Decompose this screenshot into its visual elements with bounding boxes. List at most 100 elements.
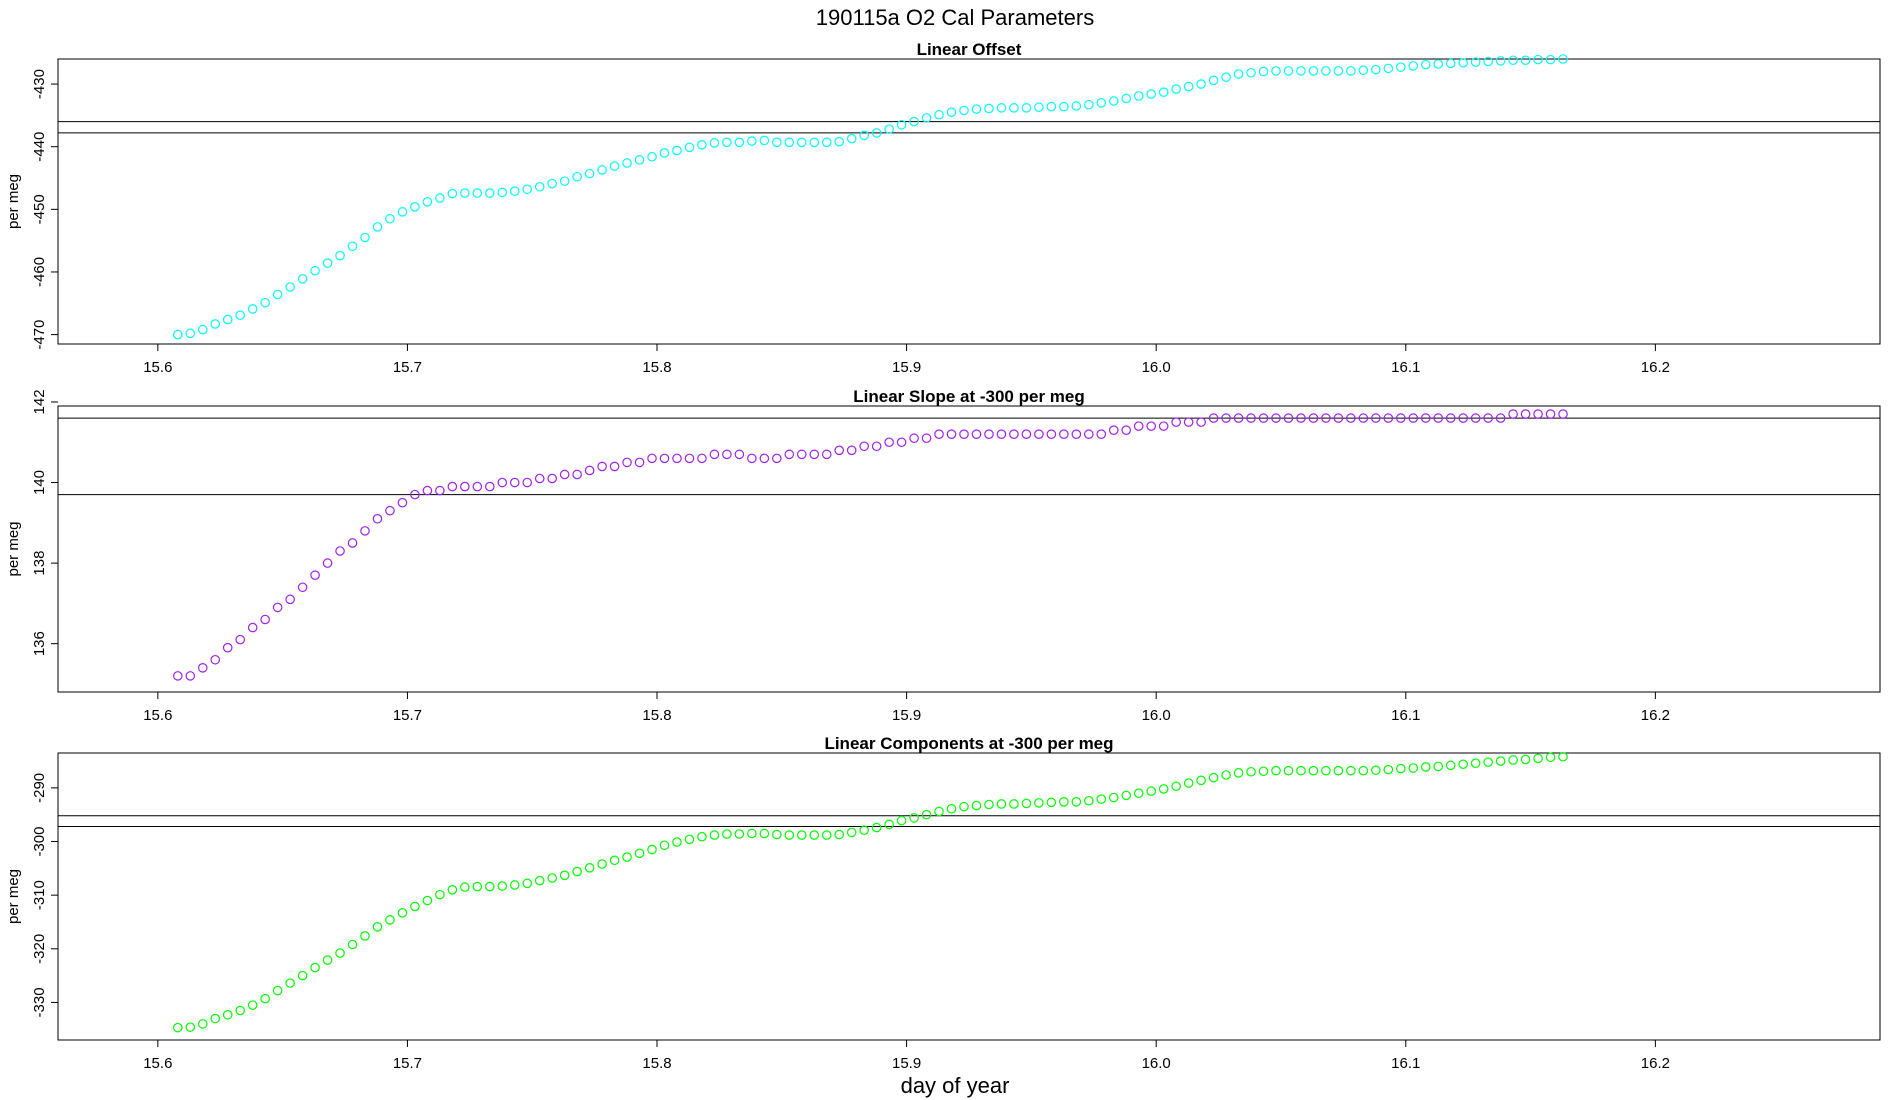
linear-slope-data-point: [1258, 413, 1269, 423]
linear-slope-data-point: [509, 477, 520, 488]
linear-offset-data-point: [934, 109, 944, 120]
linear-slope-data-point: [572, 469, 582, 480]
linear-components-y-tick-label: -310: [31, 880, 48, 910]
linear-slope-data-point: [1009, 429, 1019, 439]
linear-components-data-point: [460, 882, 470, 892]
linear-components-data-point: [322, 955, 333, 965]
linear-components-data-point: [1520, 754, 1531, 765]
linear-slope-data-point: [1246, 413, 1256, 423]
linear-slope-data-point: [173, 671, 183, 681]
linear-offset-data-point: [597, 165, 607, 175]
linear-components-data-point: [1221, 770, 1231, 780]
linear-slope-data-point: [297, 582, 308, 593]
linear-offset-data-point: [1545, 54, 1556, 65]
linear-slope-data-point: [197, 663, 208, 673]
linear-components-data-point: [1395, 763, 1406, 774]
linear-offset-data-point: [1208, 75, 1219, 86]
linear-components-data-point: [435, 889, 445, 900]
linear-slope-data-point: [597, 461, 607, 472]
linear-slope-data-point: [435, 485, 445, 496]
linear-slope-x-tick-label: 15.6: [143, 707, 172, 724]
linear-offset-data-point: [572, 171, 582, 182]
linear-offset-data-point: [1133, 91, 1144, 101]
linear-offset-data-point: [547, 178, 557, 189]
linear-offset-data-point: [1371, 64, 1381, 75]
linear-slope-data-point: [1208, 413, 1219, 423]
linear-offset-data-point: [1158, 87, 1169, 97]
linear-slope-data-point: [1296, 413, 1306, 423]
linear-offset-data-point: [809, 137, 820, 148]
linear-slope-data-point: [971, 429, 982, 439]
linear-components-data-point: [647, 844, 657, 855]
linear-components-data-point: [1346, 765, 1356, 776]
linear-slope-data-point: [909, 433, 919, 444]
linear-offset-data-point: [1059, 101, 1069, 112]
linear-offset-panel-title: Linear Offset: [917, 40, 1022, 59]
linear-slope-data-point: [559, 469, 570, 480]
linear-slope-y-tick-label: 140: [31, 470, 48, 495]
linear-components-data-point: [1071, 797, 1082, 807]
linear-slope-data-point: [1283, 413, 1294, 423]
linear-slope-data-point: [360, 526, 370, 536]
linear-offset-data-point: [647, 151, 657, 162]
linear-components-data-point: [1283, 765, 1294, 776]
linear-components-data-point: [971, 800, 982, 811]
linear-components-data-point: [597, 859, 607, 869]
linear-offset-data-point: [896, 119, 907, 130]
linear-offset-data-point: [697, 140, 707, 150]
linear-components-data-point: [1084, 795, 1094, 806]
linear-components-data-point: [210, 1013, 221, 1024]
linear-components-data-point: [347, 939, 358, 950]
linear-components-data-point: [984, 799, 994, 810]
linear-components-data-point: [734, 829, 745, 839]
linear-offset-data-point: [909, 116, 919, 127]
linear-components-data-point: [522, 878, 533, 889]
linear-slope-x-tick-label: 15.8: [642, 707, 671, 724]
linear-components-data-point: [884, 819, 894, 830]
linear-slope-data-point: [684, 453, 695, 464]
linear-components-data-point: [1371, 765, 1381, 775]
linear-components-data-point: [672, 837, 682, 847]
linear-slope-data-point: [1233, 413, 1244, 423]
linear-slope-data-point: [1445, 413, 1456, 423]
linear-components-x-tick-label: 16.1: [1391, 1055, 1420, 1072]
linear-offset-data-point: [1308, 66, 1319, 76]
linear-offset-data-point: [1321, 66, 1331, 76]
linear-slope-y-tick-label: 142: [31, 389, 48, 414]
linear-slope-y-tick-label: 136: [31, 631, 48, 656]
linear-components-data-point: [784, 830, 795, 840]
linear-offset-data-point: [347, 241, 358, 252]
linear-offset-x-tick-label: 15.9: [892, 359, 921, 376]
linear-slope-data-point: [1221, 413, 1231, 423]
linear-offset-y-tick-label: -470: [31, 320, 48, 350]
linear-components-data-point: [1246, 766, 1256, 777]
linear-offset-data-point: [422, 197, 433, 207]
linear-slope-data-point: [1133, 421, 1144, 431]
linear-offset-data-point: [397, 207, 408, 217]
linear-offset-data-point: [173, 329, 183, 340]
linear-offset-data-point: [1171, 84, 1181, 94]
linear-components-data-point: [1333, 765, 1344, 776]
linear-offset-data-point: [609, 161, 620, 171]
linear-components-data-point: [609, 855, 620, 866]
linear-slope-data-point: [709, 449, 720, 460]
linear-slope-data-point: [235, 634, 245, 645]
linear-components-data-point: [572, 866, 582, 877]
linear-offset-data-point: [834, 136, 845, 147]
linear-components-data-point: [1034, 798, 1044, 808]
linear-slope-data-point: [934, 429, 944, 439]
linear-offset-data-point: [1458, 57, 1468, 68]
linear-components-data-point: [909, 813, 919, 823]
linear-offset-data-point: [285, 282, 295, 292]
linear-offset-data-point: [1084, 99, 1094, 110]
linear-components-data-point: [297, 970, 308, 981]
linear-offset-data-point: [784, 137, 795, 148]
linear-components-y-tick-label: -330: [31, 987, 48, 1017]
linear-slope-y-tick-label: 138: [31, 551, 48, 576]
linear-offset-data-point: [884, 124, 894, 134]
linear-components-data-point: [1558, 751, 1568, 762]
linear-offset-data-point: [659, 148, 670, 158]
linear-offset-data-point: [1470, 57, 1481, 67]
linear-components-panel: Linear Components at -300 per meg per meg…: [5, 734, 1881, 1072]
linear-offset-data-point: [322, 258, 333, 268]
